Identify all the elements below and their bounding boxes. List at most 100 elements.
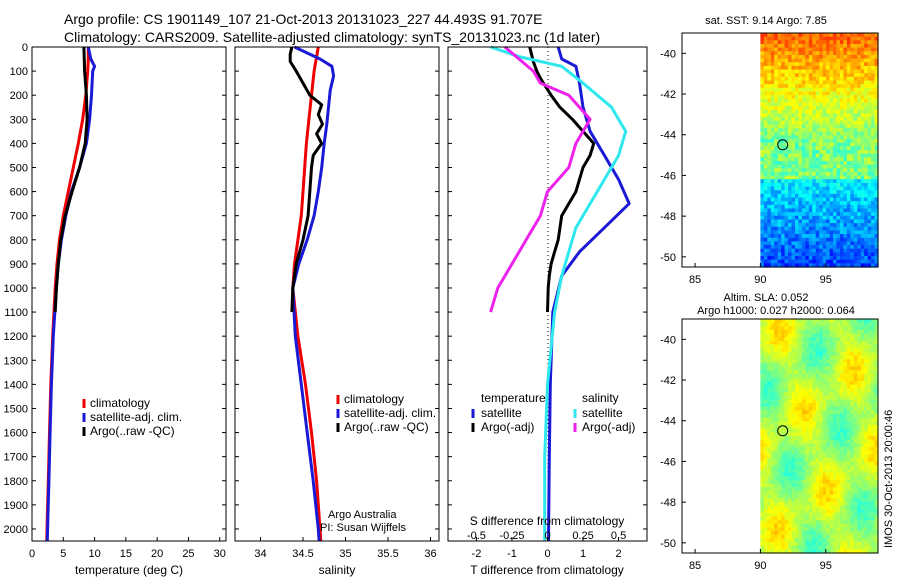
map-cell [857, 432, 862, 437]
map-cell [843, 381, 848, 386]
map-cell [770, 326, 775, 331]
map-cell [805, 403, 810, 408]
map-cell [791, 131, 796, 136]
map-cell [770, 450, 775, 455]
map-cell [850, 215, 855, 221]
map-cell [846, 392, 851, 397]
map-cell [794, 219, 800, 224]
map-cell [846, 538, 851, 543]
map-cell [767, 337, 772, 342]
map-cell [798, 432, 803, 437]
map-cell [777, 534, 782, 539]
map-cell [805, 234, 810, 239]
map-cell [794, 87, 800, 93]
map-cell [763, 377, 768, 382]
map-cell [874, 62, 879, 67]
map-cell [805, 47, 810, 52]
map-cell [801, 490, 806, 496]
map-cell [788, 439, 793, 444]
map-cell [791, 370, 796, 375]
map-cell [777, 175, 782, 180]
map-cell [794, 248, 800, 253]
map-cell [791, 446, 796, 452]
map-cell [829, 446, 834, 452]
map-cell [808, 175, 813, 180]
map-cell [846, 241, 851, 246]
map-cell [860, 106, 865, 111]
map-cell [777, 212, 782, 217]
map-cell [777, 348, 782, 353]
map-cell [864, 179, 869, 184]
map-cell [819, 65, 824, 71]
map-cell [860, 241, 865, 246]
map-cell [853, 370, 858, 375]
map-cell [857, 428, 862, 433]
map-cell [763, 479, 768, 485]
map-cell [853, 457, 858, 463]
map-cell [805, 490, 810, 496]
map-cell [826, 527, 831, 532]
map-cell [826, 186, 831, 191]
map-cell [871, 248, 876, 253]
map-cell [836, 527, 841, 532]
map-cell [808, 80, 813, 85]
map-cell [846, 179, 851, 184]
map-cell [822, 226, 827, 232]
map-cell [829, 157, 834, 162]
map-cell [767, 322, 772, 327]
map-cell [788, 516, 793, 521]
map-cell [867, 58, 872, 63]
map-cell [770, 348, 775, 353]
map-cell [836, 36, 841, 41]
map-cell [774, 234, 779, 239]
map-cell [784, 120, 789, 126]
map-cell [770, 193, 775, 199]
map-cell [791, 69, 796, 74]
map-cell [805, 215, 810, 221]
map-x-tick-label: 95 [820, 274, 832, 286]
map-cell [791, 319, 796, 324]
map-cell [850, 461, 855, 466]
map-cell [836, 476, 841, 481]
map-cell [794, 212, 800, 217]
map-cell [864, 212, 869, 217]
map-cell [829, 520, 834, 525]
map-cell [784, 344, 789, 349]
map-cell [819, 252, 824, 257]
map-cell [815, 457, 820, 463]
map-cell [829, 373, 834, 379]
map-cell [815, 51, 820, 56]
map-cell [860, 131, 865, 136]
map-cell [853, 432, 858, 437]
map-cell [843, 410, 848, 415]
map-cell [850, 256, 855, 261]
map-cell [822, 106, 827, 111]
map-cell [801, 457, 806, 463]
map-cell [826, 523, 831, 529]
map-cell [864, 505, 869, 510]
map-cell [801, 69, 806, 74]
map-cell [829, 54, 834, 60]
map-cell [812, 182, 817, 188]
map-cell [815, 465, 820, 470]
map-cell [864, 403, 869, 408]
map-cell [822, 388, 827, 393]
map-cell [867, 142, 872, 147]
map-cell [760, 226, 765, 232]
map-cell [781, 337, 786, 342]
map-cell [853, 124, 858, 129]
map-cell [781, 333, 786, 338]
map-cell [770, 98, 775, 104]
map-cell [763, 197, 768, 202]
map-cell [781, 43, 786, 49]
map-cell [763, 549, 768, 554]
map-cell [774, 509, 779, 514]
map-cell [860, 399, 865, 404]
map-cell [839, 494, 845, 499]
map-cell [836, 201, 841, 206]
map-cell [867, 193, 872, 199]
map-cell [843, 406, 848, 412]
map-cell [798, 223, 803, 228]
map-cell [784, 237, 789, 243]
map-cell [864, 461, 869, 466]
